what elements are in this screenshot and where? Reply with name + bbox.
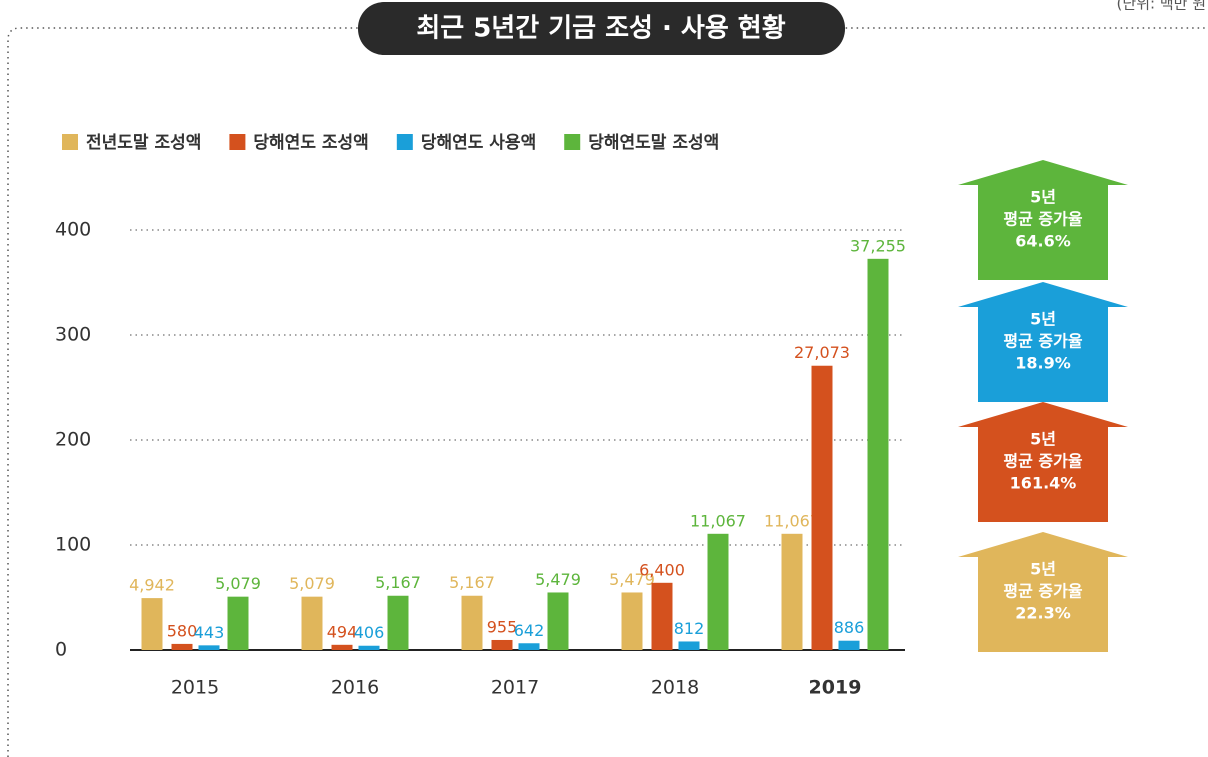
y-tick-label: 300 [55, 324, 91, 346]
growth-text: 5년 [1030, 188, 1056, 207]
bar [518, 643, 540, 650]
title-pill [358, 2, 845, 55]
y-tick-label: 100 [55, 534, 91, 556]
value-label: 642 [514, 621, 545, 640]
growth-text: 평균 증가율 [1003, 582, 1082, 601]
bar [141, 598, 163, 650]
growth-arrow [958, 160, 1128, 280]
growth-text: 5년 [1030, 310, 1056, 329]
legend-label: 당해연도 조성액 [253, 133, 368, 153]
legend-swatch [62, 134, 78, 150]
y-tick-label: 0 [55, 639, 67, 661]
bar [301, 596, 323, 650]
legend-label: 당해연도 사용액 [421, 133, 536, 153]
legend-swatch [229, 134, 246, 150]
x-tick-label: 2018 [651, 677, 699, 699]
x-tick-label: 2019 [809, 677, 862, 699]
bar [331, 644, 353, 650]
value-label: 5,079 [289, 574, 335, 593]
value-label: 27,073 [794, 343, 850, 362]
bar [198, 645, 220, 650]
legend-swatch [564, 134, 581, 150]
growth-arrow [958, 282, 1128, 402]
bar [621, 592, 643, 650]
value-label: 443 [194, 623, 225, 642]
value-label: 580 [167, 621, 198, 640]
bar [707, 533, 729, 650]
bar [461, 595, 483, 650]
bar [491, 639, 513, 650]
growth-text: 64.6% [1015, 232, 1071, 251]
legend-label: 전년도말 조성액 [86, 132, 201, 153]
x-tick-label: 2016 [331, 677, 379, 699]
growth-text: 18.9% [1015, 354, 1071, 373]
value-label: 11,067 [690, 511, 746, 530]
value-label: 5,479 [609, 570, 655, 589]
growth-text: 5년 [1030, 560, 1056, 579]
growth-text: 161.4% [1010, 474, 1077, 493]
bar [171, 643, 193, 650]
value-label: 5,079 [215, 574, 261, 593]
legend-label: 당해연도말 조성액 [588, 132, 719, 153]
growth-text: 22.3% [1015, 604, 1071, 623]
x-tick-label: 2017 [491, 677, 539, 699]
x-tick-label: 2015 [171, 677, 219, 699]
value-label: 5,479 [535, 570, 581, 589]
growth-arrow [958, 402, 1128, 522]
growth-text: 평균 증가율 [1003, 452, 1082, 471]
value-label: 406 [354, 623, 385, 642]
value-label: 37,255 [850, 236, 906, 255]
value-label: 11,067 [764, 511, 820, 530]
value-label: 955 [487, 617, 518, 636]
bar [838, 640, 860, 650]
growth-text: 5년 [1030, 430, 1056, 449]
bar [811, 365, 833, 650]
bar [227, 596, 249, 650]
value-label: 494 [327, 622, 358, 641]
bar [678, 641, 700, 650]
bar [387, 595, 409, 650]
value-label: 4,942 [129, 576, 175, 595]
y-tick-label: 400 [55, 219, 91, 241]
bar [358, 645, 380, 650]
growth-text: 평균 증가율 [1003, 210, 1082, 229]
value-label: 886 [834, 618, 865, 637]
bar [781, 533, 803, 650]
unit-note: (단위: 백만 원 [1117, 0, 1206, 13]
y-tick-label: 200 [55, 429, 91, 451]
legend-swatch [396, 134, 413, 150]
growth-arrow [958, 532, 1128, 652]
chart-title: 최근 5년간 기금 조성 · 사용 현황 [416, 14, 785, 44]
growth-text: 평균 증가율 [1003, 332, 1082, 351]
value-label: 5,167 [375, 573, 421, 592]
value-label: 812 [674, 619, 705, 638]
bar [651, 582, 673, 650]
bar [867, 258, 889, 650]
bar [547, 592, 569, 650]
value-label: 5,167 [449, 573, 495, 592]
frame [7, 27, 1208, 757]
value-label: 6,400 [639, 560, 685, 579]
